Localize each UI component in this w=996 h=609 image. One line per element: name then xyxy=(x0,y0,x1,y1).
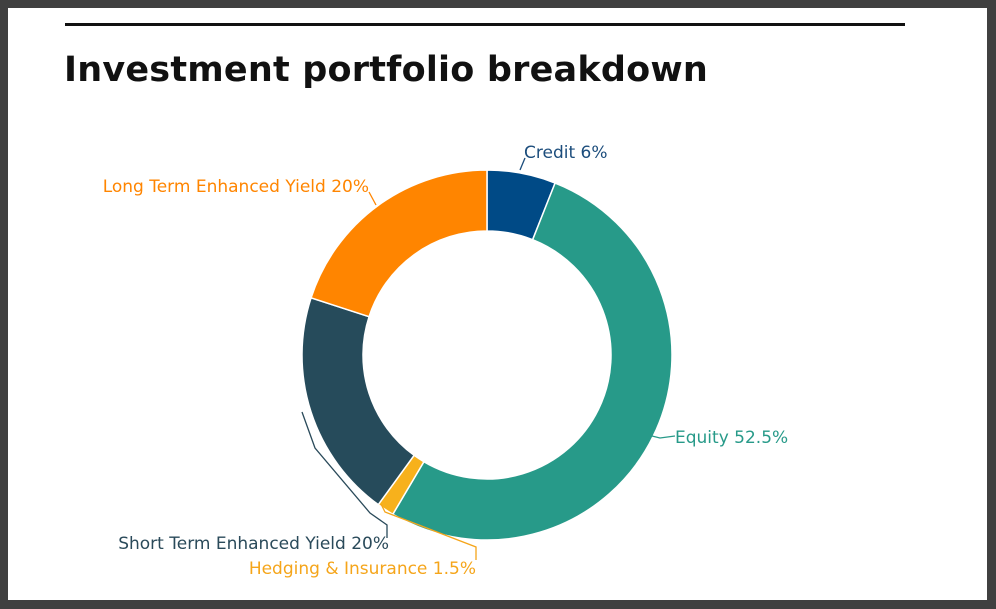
label-hedging-and-insurance: Hedging & Insurance 1.5% xyxy=(249,559,476,579)
leader-equity xyxy=(651,435,676,439)
leader-short-term-enhanced-yield xyxy=(301,411,388,538)
label-short-term-enhanced-yield: Short Term Enhanced Yield 20% xyxy=(118,534,389,554)
top-rule xyxy=(65,23,905,26)
label-credit: Credit 6% xyxy=(524,143,608,163)
chart-title: Investment portfolio breakdown xyxy=(64,50,708,90)
label-long-term-enhanced-yield: Long Term Enhanced Yield 20% xyxy=(103,177,369,197)
leader-long-term-enhanced-yield xyxy=(368,191,377,206)
leader-credit xyxy=(519,157,526,171)
slice-long-term-enhanced-yield xyxy=(310,169,488,318)
label-equity: Equity 52.5% xyxy=(675,428,788,448)
leader-hedging-and-insurance xyxy=(380,503,477,560)
slice-short-term-enhanced-yield xyxy=(301,296,416,506)
slice-equity xyxy=(391,182,673,541)
